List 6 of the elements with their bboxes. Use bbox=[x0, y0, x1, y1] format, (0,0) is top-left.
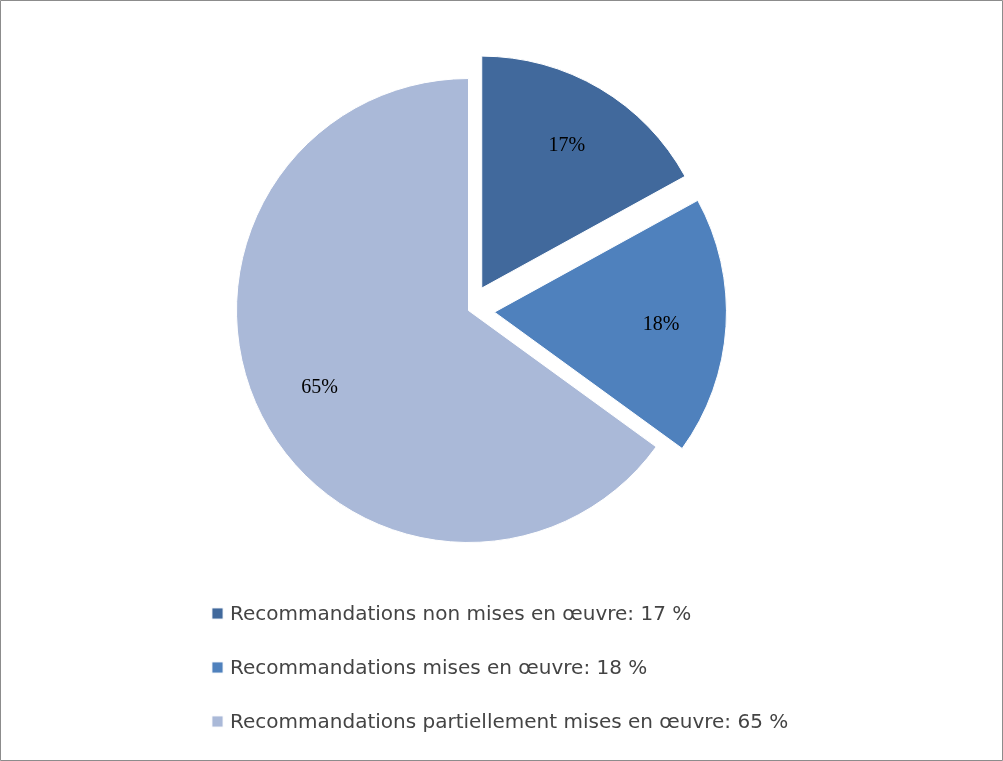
data-label: 65% bbox=[301, 375, 339, 398]
data-label: 18% bbox=[642, 311, 680, 334]
legend-label: Recommandations partiellement mises en œuvre: 65 % bbox=[230, 709, 789, 733]
data-label: 17% bbox=[548, 133, 586, 156]
legend-label: Recommandations non mises en œuvre: 17 % bbox=[230, 601, 692, 625]
legend-label: Recommandations mises en œuvre: 18 % bbox=[230, 655, 648, 679]
